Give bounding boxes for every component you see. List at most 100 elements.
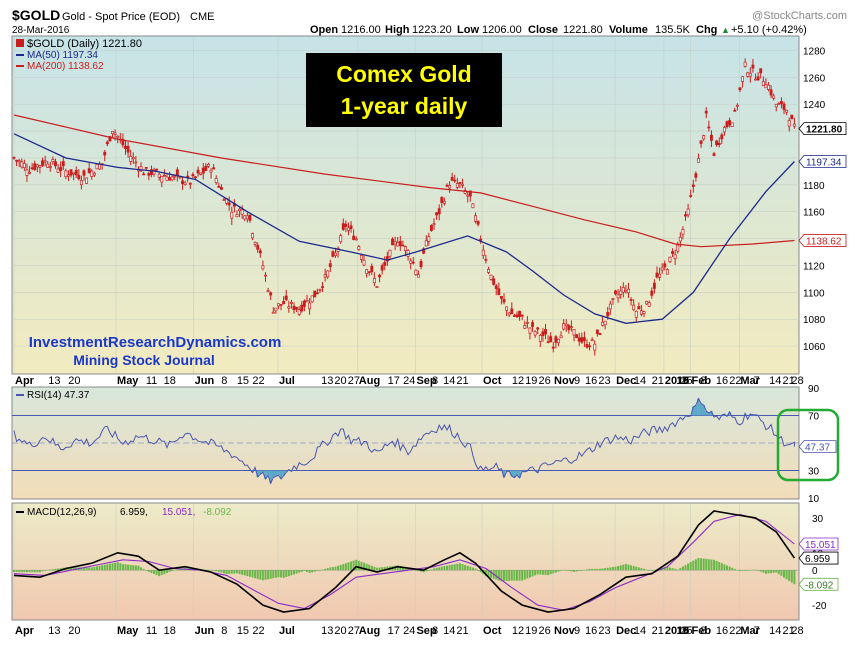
macd-histogram-bar [477, 570, 480, 571]
x-tick-label: 22 [729, 625, 741, 637]
macd-histogram-bar [557, 570, 560, 572]
x-tick-label: 23 [598, 375, 610, 387]
macd-histogram-bar [772, 570, 775, 573]
price-bar-body [199, 172, 203, 175]
price-bar-body [603, 320, 607, 326]
price-bar-body [383, 262, 387, 266]
price-bar-body [61, 161, 65, 167]
macd-histogram-bar [645, 569, 648, 571]
price-bar-body [777, 103, 781, 105]
macd-histogram-bar [637, 567, 640, 571]
macd-histogram-bar [57, 568, 60, 571]
price-bar-body [621, 287, 625, 293]
price-bar-body [697, 157, 700, 163]
macd-histogram-bar [510, 570, 513, 581]
macd-histogram-bar [80, 567, 83, 571]
macd-histogram-bar [598, 568, 601, 571]
price-bar-body [533, 331, 537, 336]
macd-histogram-bar [337, 565, 340, 571]
price-tick-label: 1160 [803, 208, 825, 219]
price-bar-body [103, 151, 107, 156]
macd-histogram-bar [679, 568, 682, 571]
price-bar-body [471, 203, 475, 209]
macd-histogram-bar [41, 570, 44, 572]
price-bar-body [271, 311, 275, 314]
macd-histogram-bar [355, 559, 358, 571]
macd-histogram-bar [233, 570, 236, 574]
price-bar-body [582, 337, 586, 341]
price-bar-body [525, 322, 529, 324]
rsi-legend: RSI(14) 47.37 [16, 390, 90, 401]
x-tick-label: 22 [729, 375, 741, 387]
macd-histogram-bar [474, 568, 477, 571]
macd-histogram-bar [83, 567, 86, 571]
macd-histogram-bar [158, 570, 161, 577]
title-line-2: 1-year daily [341, 93, 468, 119]
price-bar-body [523, 324, 527, 329]
macd-histogram-bar [775, 570, 778, 573]
price-bar-body [289, 301, 293, 304]
price-bar-body [691, 184, 695, 187]
price-bar-body [331, 251, 335, 257]
macd-histogram-bar [386, 566, 389, 571]
price-bar-body [652, 282, 656, 289]
macd-histogram-bar [573, 570, 576, 572]
price-bar-body [25, 169, 29, 176]
price-bar-body [665, 269, 669, 275]
price-bar-body [162, 174, 166, 177]
macd-histogram [13, 558, 796, 585]
price-bar-body [160, 176, 164, 183]
price-bar-body [227, 202, 231, 206]
price-bar-body [212, 167, 216, 170]
symbol-label: $GOLD [12, 7, 60, 23]
price-bar-body [194, 176, 197, 179]
macd-histogram-bar [757, 570, 760, 571]
price-bar-body [261, 265, 265, 270]
price-bar-body [743, 61, 747, 67]
macd-histogram-bar [521, 570, 524, 581]
macd-histogram-bar [293, 570, 296, 575]
macd-histogram-bar [54, 568, 57, 571]
x-tick-label: 15 [237, 625, 249, 637]
price-bar-body [409, 260, 413, 264]
price-bar-body [507, 312, 511, 316]
x-tick-label: Apr [15, 375, 35, 387]
macd-histogram-bar [759, 570, 762, 572]
price-bar-body [378, 274, 382, 278]
macd-histogram-bar [326, 568, 329, 571]
macd-histogram-bar [697, 558, 700, 571]
macd-histogram-bar [609, 567, 612, 571]
macd-histogram-bar [106, 564, 109, 571]
source-line-1: InvestmentResearchDynamics.com [29, 334, 282, 351]
macd-histogram-bar [207, 569, 210, 571]
price-bar-body [541, 331, 545, 336]
price-bar-body [64, 170, 68, 177]
macd-histogram-bar [650, 570, 653, 571]
macd-histogram-bar [378, 567, 381, 571]
macd-histogram-bar [751, 569, 754, 571]
macd-histogram-bar [129, 564, 132, 571]
price-bar-body [41, 160, 44, 166]
macd-histogram-bar [46, 569, 49, 571]
x-tick-label: 14 [634, 375, 646, 387]
macd-histogram-bar [38, 570, 41, 573]
x-tick-label: Jul [279, 625, 295, 637]
macd-histogram-bar [497, 570, 500, 581]
price-bar-body [230, 211, 234, 219]
macd-histogram-bar [368, 564, 371, 571]
macd-histogram-bar [417, 570, 420, 571]
price-bar-body [300, 304, 304, 312]
price-bar-body [149, 169, 153, 175]
price-bar-body [611, 298, 615, 300]
macd-histogram-bar [147, 570, 150, 572]
macd-histogram-bar [515, 570, 518, 581]
open-label: Open [310, 24, 338, 36]
rsi-last-value-box [798, 440, 837, 454]
macd-legend: MACD(12,26,9) 6.959, 15.051, -8.092 [16, 507, 232, 518]
price-bar-body [108, 136, 112, 142]
chart-date: 28-Mar-2016 [12, 25, 70, 36]
price-bar-body [28, 171, 32, 174]
macd-histogram-bar [762, 570, 765, 573]
macd-histogram-bar [643, 568, 646, 571]
